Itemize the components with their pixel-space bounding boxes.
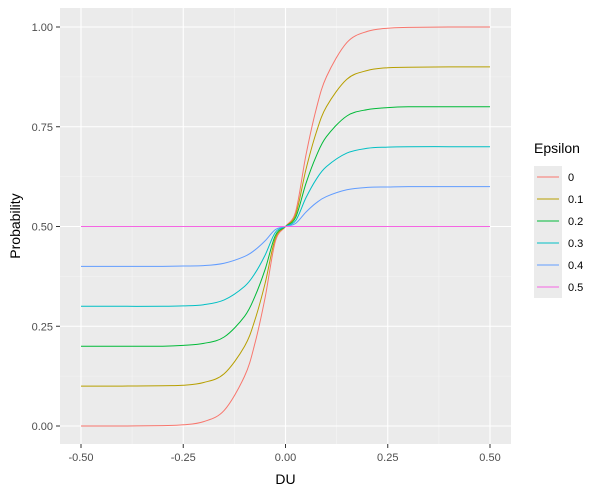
legend-label: 0.3 (568, 238, 583, 250)
y-tick-label: 0.00 (32, 421, 53, 433)
legend-label: 0.4 (568, 260, 583, 272)
x-tick-label: 0.50 (479, 452, 500, 464)
legend-label: 0.5 (568, 282, 583, 294)
y-tick-label: 1.00 (32, 22, 53, 34)
legend-label: 0.2 (568, 216, 583, 228)
series-lines (80, 26, 491, 427)
legend-label: 0.1 (568, 194, 583, 206)
x-tick-label: -0.50 (68, 452, 93, 464)
legend-label: 0 (568, 172, 574, 184)
y-tick-label: 0.25 (32, 321, 53, 333)
legend: Epsilon 0 0.1 0.2 0.3 0.4 0.5 (534, 140, 583, 298)
y-axis-title: Probability (7, 193, 23, 258)
x-tick-label: 0.00 (275, 452, 296, 464)
x-tick-label: 0.25 (377, 452, 398, 464)
y-tick-label: 0.75 (32, 122, 53, 134)
legend-title: Epsilon (534, 140, 580, 156)
x-tick-label: -0.25 (171, 452, 196, 464)
axis-ticks: -0.50 -0.25 0.00 0.25 0.50 0.00 0.25 0.50 0.75 1.… (32, 22, 501, 464)
x-axis-title: DU (275, 471, 295, 487)
y-tick-label: 0.50 (32, 222, 53, 234)
